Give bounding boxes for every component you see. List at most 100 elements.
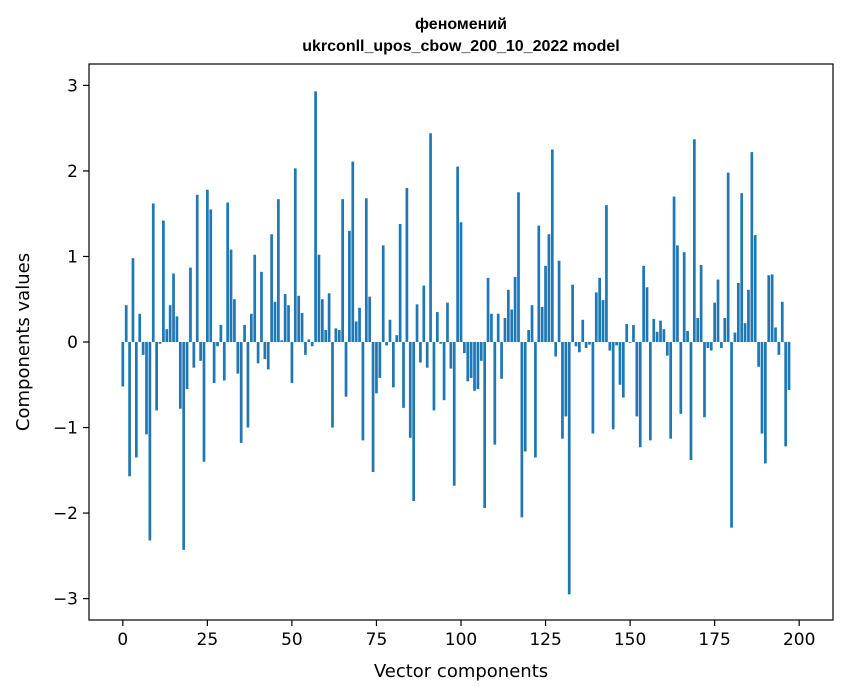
bar xyxy=(324,330,328,342)
bar xyxy=(439,342,443,344)
bar xyxy=(578,342,581,353)
bar xyxy=(246,342,250,428)
bar xyxy=(479,342,483,361)
bar xyxy=(402,342,405,408)
bar xyxy=(736,282,740,342)
bar xyxy=(233,299,236,342)
bar xyxy=(757,342,760,367)
bar xyxy=(638,342,642,448)
bar xyxy=(490,313,493,342)
bar xyxy=(713,302,716,342)
bar xyxy=(611,342,615,430)
bar xyxy=(605,205,608,342)
bar xyxy=(537,225,541,342)
bar xyxy=(239,342,243,443)
bar xyxy=(652,318,656,342)
bar xyxy=(699,265,703,342)
bar xyxy=(500,342,503,379)
bar xyxy=(740,193,744,342)
bar xyxy=(432,342,436,411)
bar xyxy=(412,342,416,502)
bar xyxy=(212,342,216,384)
x-tick-label: 100 xyxy=(445,630,477,650)
bar xyxy=(354,321,358,342)
bar xyxy=(517,192,520,342)
bar xyxy=(310,342,314,347)
bar xyxy=(686,330,689,342)
bar xyxy=(304,342,307,355)
bar xyxy=(550,149,554,342)
x-axis-ticks: 0 25 50 75 100 125 150 175 200 xyxy=(117,620,815,650)
bar xyxy=(249,313,253,342)
bar xyxy=(503,318,507,342)
bar xyxy=(716,279,720,342)
bar xyxy=(655,331,659,342)
bar xyxy=(185,342,189,390)
bar xyxy=(547,234,551,342)
bar xyxy=(280,340,284,342)
bar xyxy=(381,245,385,342)
bar xyxy=(703,342,706,418)
bar xyxy=(158,342,162,344)
bar xyxy=(202,342,206,462)
bar xyxy=(398,223,402,342)
bar xyxy=(253,254,257,342)
bar xyxy=(145,342,148,435)
bar xyxy=(344,342,348,397)
bar xyxy=(571,284,574,342)
x-axis-label: Vector components xyxy=(374,661,548,682)
bar xyxy=(151,203,155,342)
bar xyxy=(540,306,544,342)
bar xyxy=(513,276,517,342)
bar xyxy=(124,305,128,342)
bar xyxy=(256,342,260,364)
bar xyxy=(750,152,754,342)
bar xyxy=(726,172,730,342)
bar xyxy=(689,342,693,461)
x-tick-label: 175 xyxy=(698,630,730,650)
bar xyxy=(581,319,585,342)
bar xyxy=(733,332,737,342)
bar xyxy=(676,245,679,342)
bar xyxy=(222,342,226,381)
bar xyxy=(662,329,666,342)
bar xyxy=(730,342,733,528)
y-tick-label: 0 xyxy=(67,333,78,353)
x-tick-label: 75 xyxy=(366,630,388,650)
bar xyxy=(337,330,341,342)
bar xyxy=(307,339,311,342)
bar xyxy=(452,342,456,486)
bar xyxy=(216,342,219,347)
bar xyxy=(415,304,419,342)
bar xyxy=(747,289,750,342)
bar xyxy=(787,342,791,390)
bar xyxy=(199,342,202,361)
bar xyxy=(574,342,578,347)
bar xyxy=(385,342,388,346)
bar xyxy=(659,320,662,342)
bar xyxy=(327,293,331,342)
bar xyxy=(206,189,209,342)
x-tick-label: 0 xyxy=(117,630,128,650)
bar xyxy=(195,194,199,342)
bar xyxy=(706,342,710,348)
bar xyxy=(131,258,135,342)
x-tick-label: 200 xyxy=(783,630,815,650)
bar xyxy=(155,342,158,411)
bar xyxy=(723,318,727,342)
bar xyxy=(530,305,534,342)
bar xyxy=(510,309,514,342)
chart-subtitle: ukrconll_upos_cbow_200_10_2022 model xyxy=(302,38,619,55)
y-tick-label: 3 xyxy=(67,76,78,96)
bar xyxy=(446,302,449,342)
bar xyxy=(209,209,213,342)
bar xyxy=(341,199,344,342)
x-tick-label: 125 xyxy=(529,630,561,650)
bar xyxy=(378,342,382,378)
bar xyxy=(743,323,747,342)
bar xyxy=(456,166,459,342)
bar xyxy=(331,342,334,428)
y-tick-label: −3 xyxy=(53,590,78,610)
bar xyxy=(419,342,422,363)
bar xyxy=(476,342,480,390)
